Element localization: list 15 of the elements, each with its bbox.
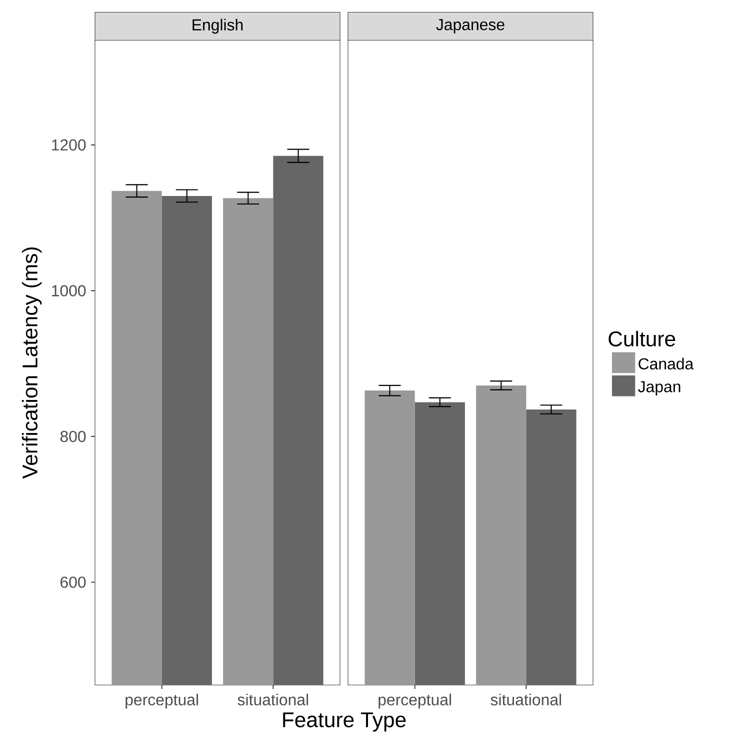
legend-title: Culture (608, 330, 676, 346)
chart-title: Japanese (436, 19, 504, 34)
legend-label: Japan (638, 381, 680, 396)
y-tick-label: 1200 (52, 139, 86, 151)
x-tick-label: situational (238, 694, 308, 706)
y-tick-label: 600 (60, 576, 86, 588)
y-tick-label: 1000 (52, 285, 86, 296)
x-axis-title: Feature Type (283, 712, 406, 732)
x-tick-label: perceptual (378, 694, 451, 709)
chart-title: English (192, 18, 243, 34)
x-tick-label: perceptual (126, 694, 198, 709)
legend-label: Canada (638, 358, 694, 370)
x-tick-label: situational (490, 694, 561, 706)
y-axis-title: Verification Latency (ms) (22, 248, 42, 479)
y-tick-label: 800 (60, 430, 86, 442)
